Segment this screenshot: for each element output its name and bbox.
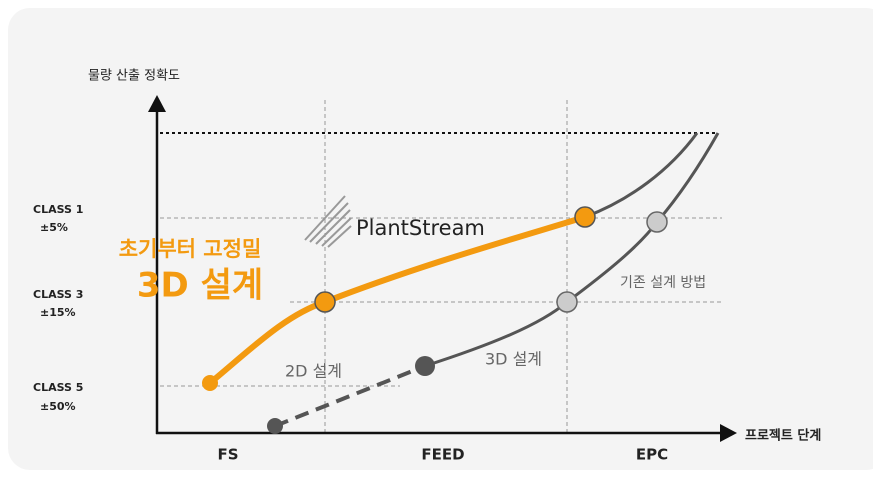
logo-text: PlantStream — [356, 216, 485, 240]
phase: EPC — [636, 446, 668, 464]
curve-legacy-dashed — [274, 364, 426, 428]
phase: FEED — [421, 446, 464, 464]
class-name: CLASS 3 — [33, 288, 83, 301]
point — [202, 375, 218, 391]
headline: 3D 설계 — [137, 266, 263, 306]
x-axis-label: 프로젝트 단계 — [745, 428, 821, 444]
headline: 초기부터 고정밀 — [119, 237, 262, 261]
class-name: CLASS 1 — [33, 203, 83, 216]
point — [646, 211, 668, 233]
class-name: CLASS 5 — [33, 381, 83, 394]
curve-3d — [207, 214, 588, 386]
guides — [160, 100, 722, 433]
y-arrow — [148, 95, 166, 112]
class-accuracy: ±50% — [40, 400, 76, 413]
point — [556, 291, 578, 313]
point — [314, 291, 336, 313]
x-arrow — [720, 424, 737, 442]
point — [267, 418, 283, 434]
panel — [8, 8, 873, 470]
point — [415, 356, 435, 376]
class-accuracy: ±5% — [40, 221, 68, 234]
curve-legacy — [424, 132, 720, 368]
logo-mark — [304, 195, 352, 248]
curve-label: 2D 설계 — [285, 362, 342, 381]
curve-upper-gray — [584, 132, 699, 219]
class-accuracy: ±15% — [40, 306, 76, 319]
phase: FS — [217, 446, 238, 464]
point — [574, 206, 596, 228]
y-axis-label: 물량 산출 정확도 — [88, 69, 180, 84]
curve-label: 기존 설계 방법 — [620, 275, 706, 291]
curve-label: 3D 설계 — [485, 350, 542, 369]
